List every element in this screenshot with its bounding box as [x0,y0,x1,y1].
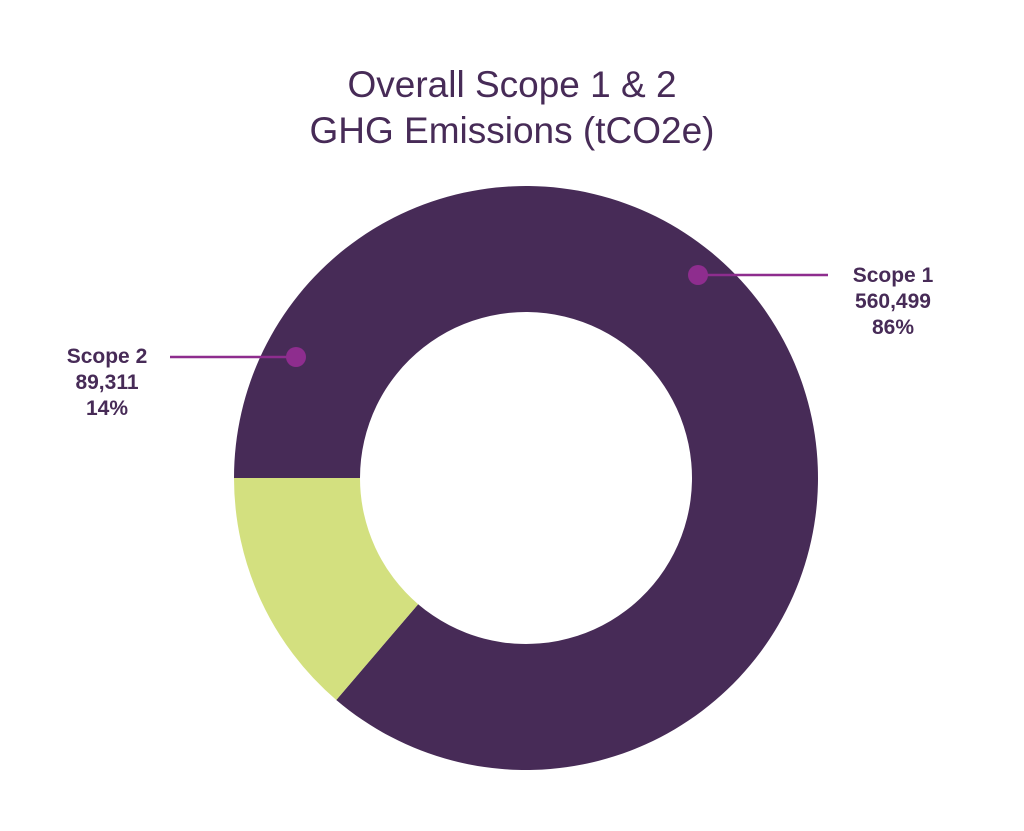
slice-scope-2 [233,478,419,700]
slice-value-scope-1: 560,499 [855,290,931,313]
slice-label-scope-2: Scope 2 [66,345,148,368]
slice-label-scope-1: Scope 1 [852,264,934,287]
slice-percent-scope-1: 86% [871,316,915,339]
donut-slices [233,185,819,771]
leader-dot-scope-1 [688,265,708,285]
slice-value-scope-2: 89,311 [75,371,139,394]
chart-title: Overall Scope 1 & 2 GHG Emissions (tCO2e… [0,62,1024,154]
leader-dot-scope-2 [286,347,306,367]
callout-scope-1: Scope 1 560,499 86% [838,263,948,341]
chart-title-line-1: Overall Scope 1 & 2 [347,64,677,105]
chart-title-line-2: GHG Emissions (tCO2e) [309,110,715,151]
slice-percent-scope-2: 14% [85,397,129,420]
callout-scope-2: Scope 2 89,311 14% [52,344,162,422]
slice-scope-1 [234,185,819,771]
callout-leaders [170,265,828,367]
